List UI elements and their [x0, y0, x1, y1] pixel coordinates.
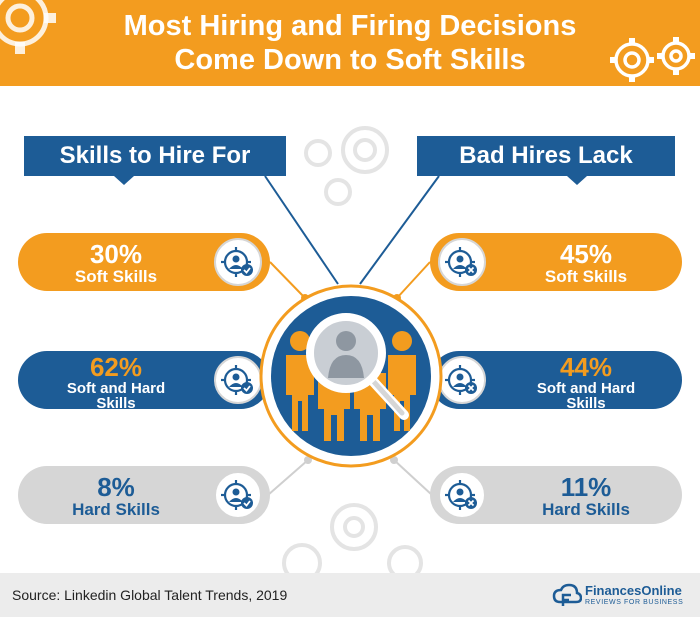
bad-hires-hard-skills: 11% Hard Skills	[430, 466, 682, 524]
magnifier-over-people-icon	[258, 283, 444, 474]
gear-icon	[282, 126, 423, 573]
brand-tagline: REVIEWS FOR BUSINESS	[585, 599, 684, 606]
stat-percent: 8%	[97, 472, 135, 502]
gear-icon	[610, 37, 695, 82]
section-label-bad-hires: Bad Hires Lack	[417, 136, 675, 176]
title-line-1: Most Hiring and Firing Decisions	[123, 10, 577, 42]
section-label-hire-for: Skills to Hire For	[24, 136, 286, 176]
source-citation: Source: Linkedin Global Talent Trends, 2…	[12, 587, 288, 603]
hire-for-soft-and-hard-skills: 62% Soft and Hard Skills	[18, 351, 270, 412]
stat-label: Soft Skills	[544, 267, 628, 286]
check-badge-icon	[241, 264, 253, 276]
gear-person-icon	[438, 356, 486, 404]
gear-person-icon	[214, 238, 262, 286]
label-pointer	[114, 176, 134, 185]
stat-percent: 44%	[559, 352, 613, 382]
gear-icon	[0, 0, 56, 54]
stat-percent: 45%	[559, 239, 613, 269]
stat-label: Hard Skills	[542, 500, 630, 519]
title-line-2: Come Down to Soft Skills	[174, 44, 526, 76]
bad-hires-soft-skills: 45% Soft Skills	[430, 233, 682, 291]
stat-label-line-2: Skills	[96, 395, 136, 412]
header-banner: Most Hiring and Firing Decisions Come Do…	[0, 0, 700, 86]
check-badge-icon	[241, 497, 253, 509]
stat-label-line-1: Soft and Hard	[536, 380, 636, 397]
stat-label: Hard Skills	[72, 500, 160, 519]
financesonline-logo: FinancesOnline REVIEWS FOR BUSINESS	[552, 581, 692, 611]
check-badge-icon	[241, 382, 253, 394]
footer: Source: Linkedin Global Talent Trends, 2…	[0, 573, 700, 617]
stat-label-line-1: Soft and Hard	[66, 380, 166, 397]
page-title: Most Hiring and Firing Decisions Come Do…	[0, 9, 700, 77]
stat-label-line-2: Skills	[566, 395, 606, 412]
stat-percent: 11%	[560, 472, 612, 502]
stat-percent: 30%	[89, 239, 143, 269]
hire-for-hard-skills: 8% Hard Skills	[18, 466, 270, 524]
bad-hires-soft-and-hard-skills: 44% Soft and Hard Skills	[430, 351, 682, 412]
hire-for-soft-skills: 30% Soft Skills	[18, 233, 270, 291]
gear-person-icon	[438, 238, 486, 286]
stat-label: Soft Skills	[74, 267, 158, 286]
brand-logo-icon	[552, 583, 582, 606]
gear-person-icon	[214, 471, 262, 519]
stat-percent: 62%	[89, 352, 143, 382]
brand-name: FinancesOnline	[585, 583, 682, 598]
label-pointer	[567, 176, 587, 185]
gear-person-icon	[214, 356, 262, 404]
gear-person-icon	[438, 471, 486, 519]
